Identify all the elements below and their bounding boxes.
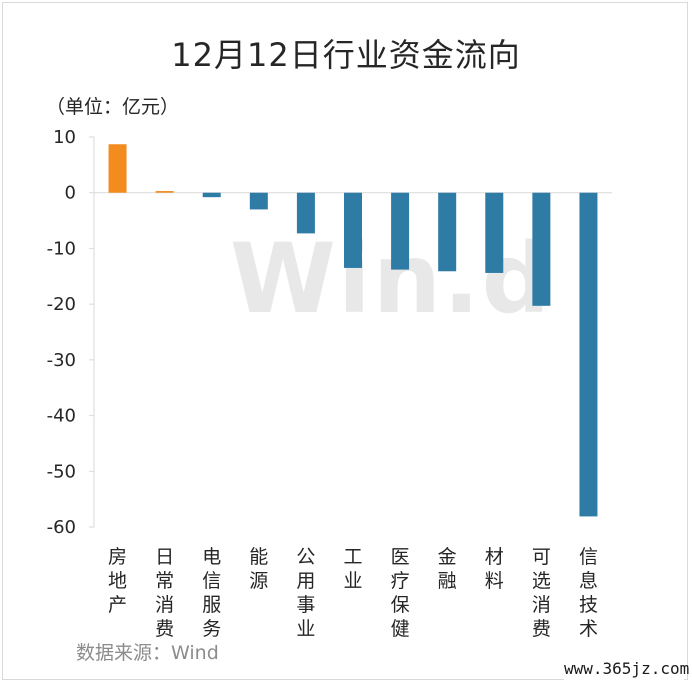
bar xyxy=(485,192,504,273)
unit-label: （单位：亿元） xyxy=(46,96,180,118)
bars xyxy=(108,144,598,517)
y-tick-label: -20 xyxy=(47,294,76,315)
x-category-label: 材料 xyxy=(485,546,504,592)
x-category-label: 能源 xyxy=(249,546,268,592)
bar xyxy=(579,192,598,517)
x-category-label: 房地产 xyxy=(108,546,127,616)
y-tick-label: -30 xyxy=(47,350,76,371)
bar xyxy=(344,192,362,268)
x-category-label: 金融 xyxy=(438,546,457,592)
y-tick-label: 10 xyxy=(53,127,76,148)
x-category-label: 医疗保健 xyxy=(391,546,410,640)
x-category-label: 日常消费 xyxy=(155,546,174,640)
bar xyxy=(202,192,221,198)
y-tick-label: 0 xyxy=(65,183,76,204)
y-tick-label: -50 xyxy=(47,461,76,482)
bar xyxy=(249,192,268,210)
y-tick-label: -60 xyxy=(47,517,76,538)
y-tick-label: -10 xyxy=(47,238,76,259)
bar xyxy=(296,192,315,234)
site-credit: www.365jz.com xyxy=(564,656,689,682)
source-note: 数据来源：Wind xyxy=(76,642,219,664)
x-category-label: 工业 xyxy=(343,546,362,592)
bar xyxy=(108,144,127,193)
bar xyxy=(155,191,174,193)
x-category-label: 信息技术 xyxy=(579,546,598,640)
bar xyxy=(532,192,551,306)
bar xyxy=(438,192,457,272)
chart-title: 12月12日行业资金流向 xyxy=(171,36,521,74)
y-tick-label: -40 xyxy=(47,406,76,427)
x-category-label: 公用事业 xyxy=(296,546,315,640)
x-category-label: 电信服务 xyxy=(202,546,221,640)
x-category-label: 可选消费 xyxy=(532,546,551,640)
bar xyxy=(391,192,410,270)
